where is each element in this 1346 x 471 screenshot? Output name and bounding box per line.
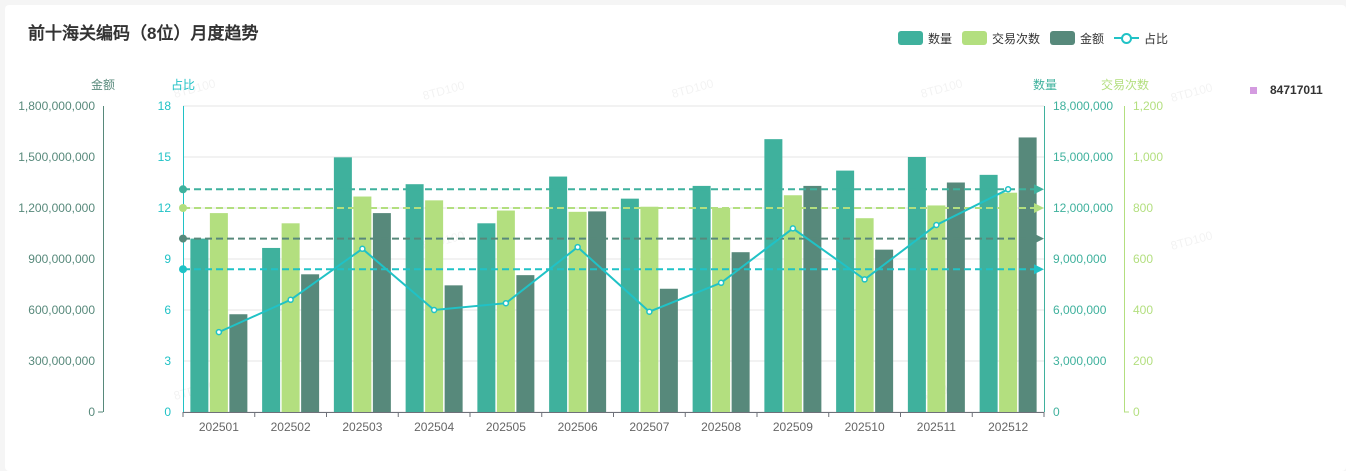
- chart-title: 前十海关编码（8位）月度趋势: [28, 24, 259, 43]
- legend-item-trades[interactable]: 交易次数: [962, 30, 1040, 47]
- chart-card: [5, 5, 1346, 471]
- side-legend-square-icon: [1250, 86, 1257, 94]
- legend-line-icon-ratio: [1114, 31, 1140, 45]
- legend-label-ratio: 占比: [1144, 31, 1169, 46]
- legend-swatch-amount: [1050, 31, 1076, 45]
- chart-legend: 数量 交易次数 金额 占比: [898, 29, 1178, 47]
- side-legend-item[interactable]: 84717011: [1250, 83, 1323, 97]
- legend-label-trades: 交易次数: [992, 31, 1041, 46]
- legend-swatch-quantity: [898, 31, 923, 45]
- legend-swatch-trades: [962, 31, 988, 45]
- legend-item-ratio[interactable]: 占比: [1114, 30, 1168, 47]
- legend-item-quantity[interactable]: 数量: [898, 30, 952, 47]
- side-legend-label: 84717011: [1270, 83, 1323, 97]
- legend-label-amount: 金额: [1080, 31, 1105, 46]
- legend-label-quantity: 数量: [928, 31, 953, 46]
- legend-item-amount[interactable]: 金额: [1050, 30, 1104, 47]
